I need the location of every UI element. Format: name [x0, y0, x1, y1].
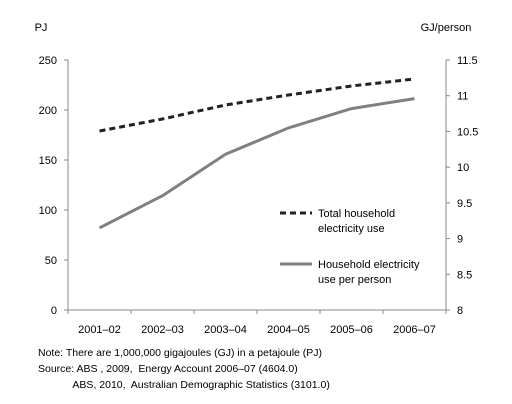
right-axis-tick-label: 8.5 — [457, 269, 472, 281]
legend-label: Total household — [318, 208, 395, 220]
source-line: Source: ABS , 2009, Energy Account 2006–… — [38, 363, 298, 375]
right-axis-ticks: 8 8.5 9 9.5 10 10.5 11 11.5 — [446, 55, 478, 317]
right-axis-unit-label: GJ/person — [421, 22, 472, 34]
total-use-line — [99, 77, 415, 133]
left-axis-tick-label: 0 — [51, 305, 57, 317]
left-axis-unit-label: PJ — [35, 22, 48, 34]
x-axis-tick-label: 2001–02 — [78, 324, 121, 336]
right-axis-tick-label: 11.5 — [457, 55, 478, 67]
right-axis-tick-label: 10 — [457, 162, 469, 174]
left-axis-tick-label: 100 — [39, 205, 57, 217]
right-axis-tick-label: 9.5 — [457, 198, 472, 210]
per-person-line — [98, 97, 415, 230]
legend-label: electricity use — [318, 223, 385, 235]
x-axis-tick-label: 2002–03 — [141, 324, 184, 336]
right-axis-tick-label: 10.5 — [457, 126, 478, 138]
right-axis-tick-label: 11 — [457, 91, 468, 103]
left-axis-tick-label: 50 — [45, 255, 57, 267]
series-layer — [98, 77, 415, 230]
x-axis-tick-label: 2003–04 — [204, 324, 247, 336]
left-axis-tick-label: 200 — [39, 105, 57, 117]
x-axis-tick-label: 2006–07 — [393, 324, 436, 336]
x-axis-tick-label: 2005–06 — [330, 324, 373, 336]
chart-notes: Note: There are 1,000,000 gigajoules (GJ… — [38, 345, 330, 393]
legend-label: use per person — [318, 274, 391, 286]
line-chart: PJ GJ/person 0 50 100 150 200 250 8 8.5 9 9.5 10 1… — [35, 22, 479, 336]
x-axis-ticks: 2001–02 2002–03 2003–04 2004–05 2005–06 2006–… — [67, 310, 447, 336]
left-axis-tick-label: 250 — [39, 55, 57, 67]
left-axis-ticks: 0 50 100 150 200 250 — [39, 55, 68, 317]
right-axis-tick-label: 9 — [457, 234, 463, 246]
x-axis-tick-label: 2004–05 — [267, 324, 310, 336]
legend-label: Household electricity — [318, 259, 420, 271]
left-axis-tick-label: 150 — [39, 155, 57, 167]
right-axis-tick-label: 8 — [457, 305, 463, 317]
source-line: ABS, 2010, Australian Demographic Statis… — [38, 379, 330, 391]
note-line: Note: There are 1,000,000 gigajoules (GJ… — [38, 347, 323, 359]
legend: Total household electricity use Household … — [280, 208, 420, 286]
